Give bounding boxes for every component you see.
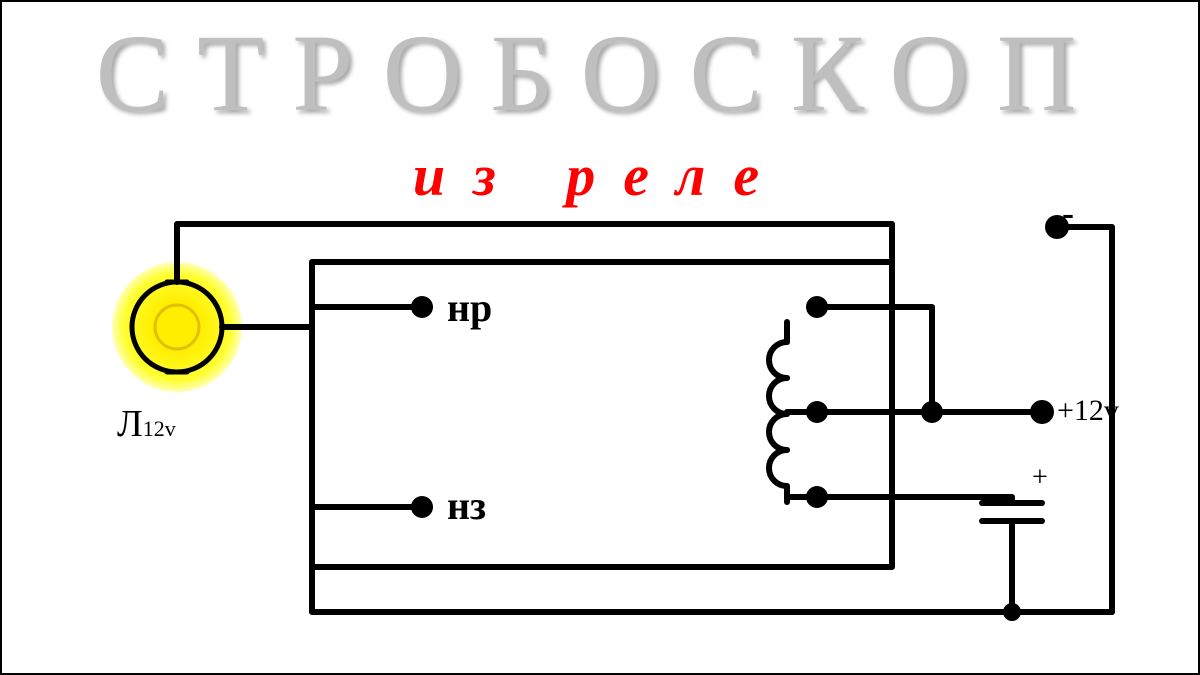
lamp-label: Л12v	[117, 402, 176, 446]
lamp-label-main: Л	[117, 403, 143, 445]
power-pos-label: +12v	[1057, 394, 1119, 428]
diagram-stage: СТРОБОСКОП из реле Л12v нр нз +12v - +	[0, 0, 1200, 675]
contact-nr-label: нр	[447, 284, 492, 331]
circuit-svg	[2, 2, 1200, 675]
capacitor-polarity-label: +	[1032, 462, 1048, 494]
contact-nz-label: нз	[447, 482, 486, 529]
lamp-label-sub: 12v	[143, 416, 176, 441]
power-neg-label: -	[1062, 192, 1074, 234]
